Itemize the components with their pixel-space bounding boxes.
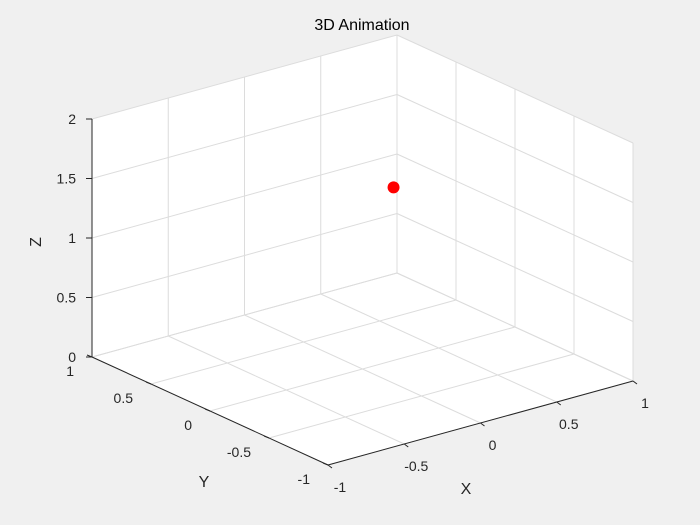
- z-tick-label: 1: [68, 230, 76, 246]
- x-tick-label: -0.5: [404, 458, 428, 474]
- y-tick-mark: [145, 381, 152, 385]
- x-tick-label: -1: [334, 479, 347, 495]
- z-axis-label: Z: [28, 237, 45, 247]
- x-tick-label: 0: [489, 437, 497, 453]
- data-marks: [387, 181, 400, 194]
- gridline-y-floor: [150, 299, 457, 385]
- gridline-y-floor: [268, 353, 575, 439]
- gridline-y-floor: [209, 326, 516, 412]
- data-point: [387, 181, 400, 194]
- z-tick-label: 1.5: [57, 171, 77, 187]
- gridline-z-right: [396, 153, 634, 263]
- gridline-z-left: [91, 34, 398, 120]
- z-tick-label: 0.5: [57, 290, 77, 306]
- axes-panes: [92, 35, 633, 465]
- y-tick-label: -1: [298, 471, 311, 487]
- z-tick-label: 0: [68, 349, 76, 365]
- gridline-z-left: [91, 213, 398, 298]
- y-tick-label: 0: [184, 417, 192, 433]
- gridline-z-right: [396, 34, 634, 144]
- y-tick-mark: [263, 435, 270, 439]
- y-tick-label: -0.5: [227, 444, 251, 460]
- x-tick-mark: [632, 380, 638, 385]
- gridline-z-left: [91, 153, 398, 239]
- x-axis-label: X: [461, 481, 472, 498]
- z-tick-label: 2: [68, 111, 76, 127]
- y-tick-label: 1: [66, 363, 74, 379]
- x-tick-mark: [403, 443, 409, 448]
- x-tick-mark: [327, 464, 333, 469]
- gridline-z-left: [91, 94, 398, 179]
- y-tick-mark: [204, 408, 211, 412]
- gridline-z-left: [91, 272, 398, 358]
- x-tick-label: 0.5: [559, 416, 579, 432]
- y-tick-label: 0.5: [114, 390, 134, 406]
- x-tick-mark: [480, 422, 485, 427]
- gridline-z-right: [396, 94, 634, 203]
- y-axis-label: Y: [199, 474, 210, 491]
- chart-title: 3D Animation: [314, 17, 409, 34]
- gridline-z-right: [396, 213, 634, 322]
- gridline-z-right: [396, 272, 634, 382]
- x-tick-mark: [556, 401, 562, 406]
- y-tick-mark: [322, 462, 329, 466]
- x-tick-label: 1: [641, 395, 649, 411]
